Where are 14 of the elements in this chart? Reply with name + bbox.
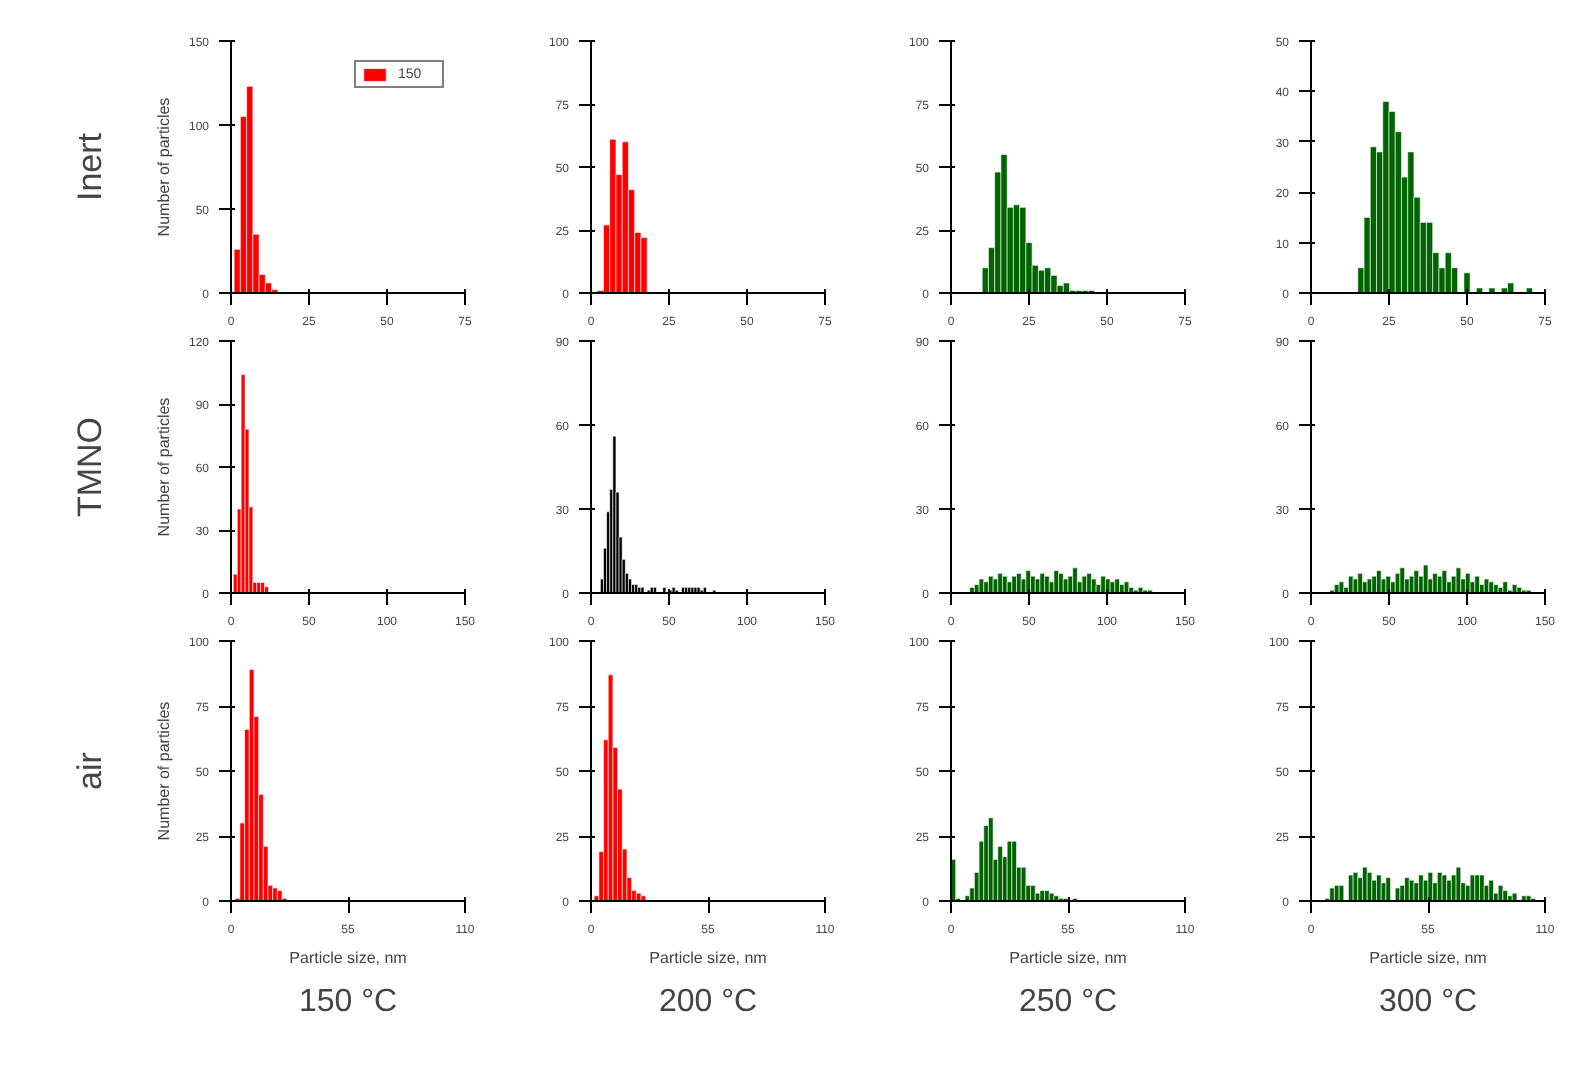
text: air	[71, 751, 109, 790]
text: Inert	[71, 132, 109, 202]
text: 300 °C	[1378, 985, 1478, 1019]
text: TMNO	[71, 416, 109, 518]
y-axis-title: Number of particles	[154, 701, 173, 841]
y-axis-title: Number of particles	[154, 97, 173, 237]
x-axis-title: Particle size, nm	[1369, 949, 1488, 967]
x-axis-title: Particle size, nm	[649, 949, 768, 967]
y-axis-title: Number of particles	[154, 397, 173, 537]
x-axis-title: Particle size, nm	[1009, 949, 1128, 967]
x-axis-title: Particle size, nm	[289, 949, 408, 967]
text: 200 °C	[658, 985, 758, 1019]
text: 250 °C	[1018, 985, 1118, 1019]
text: 150 °C	[298, 985, 398, 1019]
